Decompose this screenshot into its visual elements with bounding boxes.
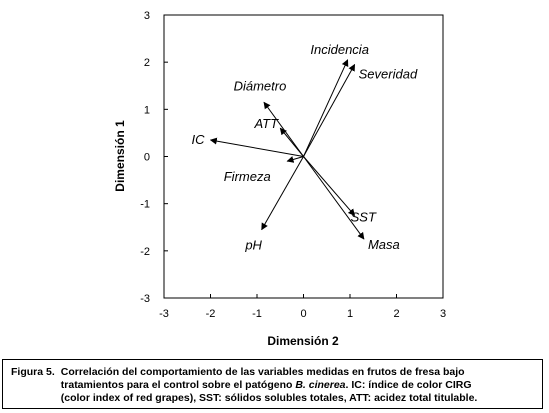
- caption-line-1: Correlación del comportamiento de las va…: [60, 366, 465, 378]
- x-tick-label: 2: [393, 308, 399, 320]
- vector-arrow: [303, 156, 356, 216]
- vector-label: IC: [192, 132, 206, 147]
- y-tick-label: 1: [144, 104, 150, 116]
- y-tick-label: 0: [144, 152, 150, 164]
- caption-line-3: (color index of red grapes), SST: sólido…: [60, 392, 478, 404]
- vector-label: Firmeza: [224, 169, 271, 184]
- figure-caption: Figura 5. Correlación del comportamiento…: [2, 359, 543, 409]
- y-axis-ticks: 3 2 1 0 -1 -2 -3: [140, 10, 168, 305]
- vector-arrow: [303, 59, 349, 157]
- y-tick-label: -2: [140, 246, 150, 258]
- x-axis-ticks: -3 -2 -1 0 1 2 3: [159, 294, 446, 320]
- caption-pathogen-name: B. cinerea: [295, 379, 346, 391]
- x-tick-label: 0: [300, 308, 306, 320]
- y-tick-label: -3: [140, 293, 150, 305]
- vector-label: pH: [244, 238, 262, 253]
- loading-vectors: Incidencia Severidad Diámetro ATT IC Firmeza p…: [192, 42, 418, 253]
- caption-line-2-start: tratamientos para el control sobre el pa…: [60, 379, 296, 391]
- vector-label: ATT: [253, 116, 279, 131]
- vector-arrow: [303, 63, 356, 157]
- x-tick-label: -1: [252, 308, 262, 320]
- vector-arrow: [261, 156, 304, 231]
- caption-text: Correlación del comportamiento de las va…: [61, 366, 534, 405]
- y-axis-title: Dimensión 1: [113, 120, 127, 192]
- x-tick-label: 3: [440, 308, 446, 320]
- caption-line-2: tratamientos para el control sobre el pa…: [61, 379, 534, 392]
- vector-label: Severidad: [359, 67, 418, 82]
- y-tick-label: 3: [144, 10, 150, 22]
- y-tick-label: 2: [144, 57, 150, 69]
- caption-label: Figura 5.: [11, 366, 55, 378]
- x-tick-label: -3: [159, 308, 169, 320]
- vector-label: Diámetro: [234, 78, 287, 93]
- vector-arrow: [303, 156, 365, 240]
- vector-label: Incidencia: [310, 42, 369, 57]
- x-tick-label: 1: [347, 308, 353, 320]
- y-tick-label: -1: [140, 199, 150, 211]
- vector-arrow: [286, 156, 304, 163]
- x-tick-label: -2: [206, 308, 216, 320]
- biplot-chart: -3 -2 -1 0 1 2 3 3 2 1 0 -1 -2 -3 Incidencia Severida…: [113, 10, 446, 348]
- vector-arrow: [279, 127, 304, 157]
- x-axis-title: Dimensión 2: [267, 334, 339, 348]
- vector-label: SST: [351, 209, 377, 224]
- vector-label: Masa: [368, 237, 400, 252]
- caption-line-2-end: . IC: índice de color CIRG: [345, 379, 472, 391]
- vector-arrow: [209, 137, 304, 157]
